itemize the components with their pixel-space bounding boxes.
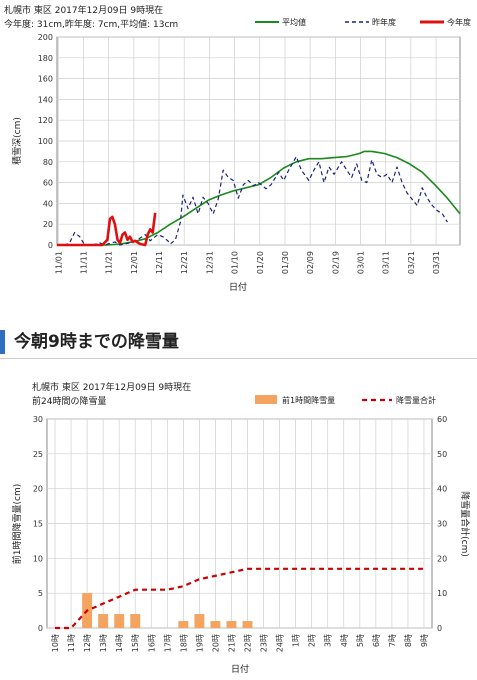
chart1-series-average-line [57,150,461,246]
chart1-y-tick-label: 140 [38,95,53,104]
section-header: 今朝9時までの降雪量 [0,324,477,360]
section-header-accent [0,330,5,354]
chart2-header-line1: 札幌市 東区 2017年12月09日 9時現在 [32,381,191,393]
chart1-x-tick-label: 03/31 [432,251,441,274]
chart1-x-tick-label: 12/11 [155,251,164,274]
chart1-y-tick-label: 60 [43,179,53,188]
chart1-x-tick-label: 01/20 [256,251,265,274]
chart2-x-axis-label: 日付 [231,664,249,675]
section-divider [0,358,477,359]
chart2-x-tick-label: 21時 [227,634,236,652]
chart2-y-left-tick-label: 10 [33,554,43,563]
chart2-x-tick-label: 10時 [51,634,60,652]
chart1-y-tick-label: 100 [38,137,53,146]
chart2-y-right-tick-label: 40 [437,485,447,494]
chart2-x-tick-label: 20時 [211,634,220,652]
chart2-x-tick-label: 3時 [324,634,333,647]
chart2-y-left-tick-label: 30 [33,415,43,424]
chart1-x-tick-label: 02/19 [331,251,340,274]
chart2-x-tick-label: 8時 [404,634,413,647]
chart1-x-tick-label: 03/21 [407,251,416,274]
chart2-y-right-tick-label: 10 [437,589,447,598]
chart2-x-tick-label: 11時 [67,634,76,652]
chart2-x-tick-label: 9時 [420,634,429,647]
chart2-total-line [55,567,424,630]
chart2-y-right-tick-label: 20 [437,554,447,563]
chart1-x-tick-label: 01/30 [281,251,290,274]
chart1-x-tick-label: 11/11 [79,251,88,274]
chart2-bar [210,621,221,628]
chart2-x-tick-label: 5時 [356,634,365,647]
chart2-bar [130,614,141,628]
chart2-x-tick-label: 7時 [388,634,397,647]
chart2-y-left-tick-label: 0 [38,624,43,633]
chart2-y-right-tick-label: 50 [437,450,447,459]
chart2-y-right-tick-label: 0 [437,624,442,633]
chart2-bar [178,621,189,628]
chart1-y-axis-label: 積雪深(cm) [11,117,23,165]
chart2-x-tick-label: 12時 [83,634,92,652]
chart2-bar [114,614,125,628]
chart2-y-left-tick-label: 20 [33,485,43,494]
chart1-y-tick-label: 0 [48,241,53,250]
chart2-x-tick-label: 18時 [179,634,188,652]
chart2-x-tick-label: 2時 [308,634,317,647]
chart1-y-tick-label: 40 [43,199,53,208]
chart2-y-left-tick-label: 5 [38,589,43,598]
chart2-y-left-tick-label: 15 [33,520,43,529]
chart1-x-tick-label: 12/31 [205,251,214,274]
chart1-y-tick-label: 180 [38,54,53,63]
chart1-x-tick-label: 11/21 [105,251,114,274]
chart2-bar [98,614,109,628]
chart1-series-this-year-line [57,212,157,247]
chart2-x-tick-label: 17時 [163,634,172,652]
chart2-y-right-axis-label: 降雪量合計(cm) [459,491,471,557]
chart1-x-tick-label: 01/10 [231,251,240,274]
chart2-y-right-tick-label: 30 [437,520,447,529]
chart1-y-tick-label: 20 [43,220,53,229]
chart2-x-tick-label: 6時 [372,634,381,647]
chart2-y-left-axis-label: 前1時間降雪量(cm) [11,484,23,564]
chart1-y-tick-label: 80 [43,158,53,167]
chart2-x-tick-label: 22時 [244,634,253,652]
chart2-x-tick-label: 19時 [195,634,204,652]
chart2-bar [226,621,237,628]
chart1-x-tick-label: 12/21 [180,251,189,274]
chart1-y-tick-label: 160 [38,75,53,84]
chart1-x-tick-label: 02/09 [306,251,315,274]
chart2-bar [242,621,253,628]
chart2-header-line2: 前24時間の降雪量 [32,395,106,407]
chart2-x-tick-label: 14時 [115,634,124,652]
chart1-x-tick-label: 03/11 [382,251,391,274]
chart1-y-tick-label: 120 [38,116,53,125]
chart1-header-line2: 今年度: 31cm,昨年度: 7cm,平均値: 13cm [4,18,178,30]
legend-hourly-swatch [255,395,277,404]
chart2-bar [194,614,205,628]
chart2-x-tick-label: 13時 [99,634,108,652]
chart1-x-tick-label: 12/01 [130,251,139,274]
chart1-x-tick-label: 11/01 [54,251,63,274]
chart1-y-tick-label: 200 [38,33,53,42]
chart1-x-tick-label: 03/01 [357,251,366,274]
legend-last-year-label: 昨年度 [372,17,396,27]
legend-hourly-label: 前1時間降雪量 [282,395,335,405]
chart2-x-tick-label: 16時 [147,634,156,652]
section-title: 今朝9時までの降雪量 [14,332,179,352]
chart2-x-tick-label: 23時 [260,634,269,652]
legend-total-label: 降雪量合計 [396,395,436,405]
legend-average-label: 平均値 [282,17,306,27]
chart1-x-axis-label: 日付 [229,282,247,293]
chart2-x-tick-label: 24時 [276,634,285,652]
chart2-y-left-tick-label: 25 [33,450,43,459]
legend-this-year-label: 今年度 [447,17,471,27]
chart1-header-line1: 札幌市 東区 2017年12月09日 9時現在 [4,4,163,16]
chart2-x-tick-label: 4時 [340,634,349,647]
chart2-x-tick-label: 15時 [131,634,140,652]
chart2-x-tick-label: 1時 [292,634,301,647]
chart2-y-right-tick-label: 60 [437,415,447,424]
